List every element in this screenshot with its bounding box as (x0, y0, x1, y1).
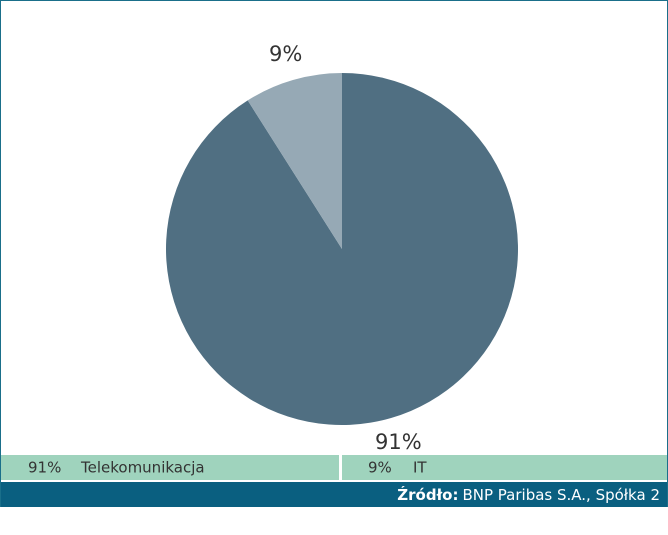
pie: 91% 9% (165, 42, 518, 454)
pie-slice (165, 73, 518, 425)
legend-label: Telekomunikacja (80, 459, 205, 477)
source-label: Źródło: (397, 485, 458, 504)
legend-value: 9% (368, 459, 392, 477)
legend-value: 91% (28, 459, 61, 477)
source: Źródło: BNP Paribas S.A., Spółka 2 (397, 485, 660, 504)
legend-cell (342, 455, 667, 480)
source-text: BNP Paribas S.A., Spółka 2 (462, 486, 660, 504)
slice-label: 9% (269, 42, 302, 66)
pie-slice (247, 73, 342, 249)
footer (1, 482, 667, 507)
slice-label: 91% (375, 430, 422, 454)
legend-cell (1, 455, 339, 480)
legend-label: IT (413, 459, 427, 477)
